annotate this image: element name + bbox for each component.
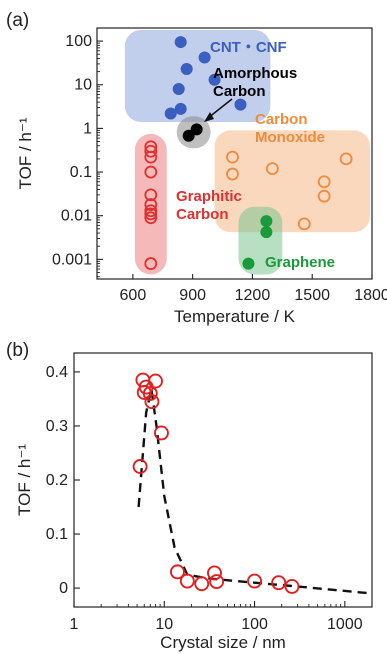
data-point	[339, 152, 353, 166]
data-point	[317, 175, 331, 189]
panel-b-points	[132, 372, 300, 594]
data-point	[234, 98, 247, 111]
data-point	[148, 373, 163, 389]
y-tick-label: 0.3	[46, 418, 68, 435]
panel-b-trend-line	[137, 388, 373, 595]
panel-a-frame	[96, 27, 373, 280]
y-tick-label: 0.1	[70, 164, 92, 181]
panel-b-y-axis-title: TOF / h⁻¹	[15, 444, 34, 516]
data-point	[260, 226, 273, 239]
panel-b-x-ticks: 1 10 100 1000	[70, 601, 373, 633]
panel-a-points	[144, 36, 353, 270]
panel-a-y-axis-title: TOF / h⁻¹	[16, 117, 35, 189]
region-cnt-cnf	[124, 29, 271, 123]
data-point	[242, 257, 255, 270]
x-tick-label: 900	[179, 287, 206, 304]
data-point	[174, 36, 187, 49]
y-tick-label: 0.1	[46, 526, 68, 543]
panel-b: (b) 1 10 100 1000 0 0.1 0.2 0.3 0.4 Crystal siz…	[6, 340, 373, 652]
data-point	[174, 102, 187, 115]
data-point	[180, 62, 193, 75]
x-tick-label: 1	[70, 616, 79, 633]
y-tick-label: 100	[65, 33, 92, 50]
data-point	[153, 425, 169, 441]
x-tick-label: 1000	[327, 616, 363, 633]
data-point	[297, 217, 311, 231]
y-tick-label: 10	[74, 77, 92, 94]
x-tick-label: 10	[155, 616, 173, 633]
data-point	[144, 150, 158, 164]
annotation-amorphous-carbon: Carbon	[213, 83, 266, 100]
annotation-graphene: Graphene	[265, 254, 335, 271]
annotation-carbon-monoxide: Monoxide	[255, 129, 325, 146]
y-tick-label: 0	[59, 580, 68, 597]
annotation-cnt-cnf: CNT・CNF	[210, 39, 287, 56]
panel-a-x-axis-title: Temperature / K	[174, 307, 296, 326]
panel-a-y-ticks: 100 10 1 0.1 0.01 0.001	[52, 33, 103, 278]
data-point	[144, 207, 158, 221]
panel-b-frame	[73, 352, 373, 608]
annotation-graphitic-carbon: Graphitic	[176, 188, 242, 205]
data-point	[226, 150, 239, 164]
annotation-amorphous-carbon: Amorphous	[213, 65, 297, 82]
data-point	[190, 123, 203, 136]
x-tick-label: 600	[120, 287, 147, 304]
panel-b-y-ticks: 0 0.1 0.2 0.3 0.4	[46, 364, 80, 597]
data-point	[179, 573, 195, 589]
y-tick-label: 0.01	[61, 208, 92, 225]
data-point	[144, 257, 158, 270]
data-point	[144, 188, 158, 202]
data-point	[317, 189, 331, 203]
data-point	[208, 73, 221, 86]
arrow-head-icon	[204, 112, 214, 122]
data-point	[170, 564, 185, 580]
data-point	[144, 165, 158, 179]
data-point	[226, 167, 239, 181]
panel-b-x-axis-title: Crystal size / nm	[160, 633, 286, 652]
data-point	[198, 51, 211, 64]
data-point	[284, 579, 300, 594]
annotation-graphitic-carbon: Carbon	[176, 206, 229, 223]
arrow-line	[207, 98, 233, 119]
annotation-carbon-monoxide: Carbon	[255, 111, 308, 128]
data-point	[209, 574, 225, 590]
panel-b-label: (b)	[6, 340, 29, 361]
region-graphitic-carbon	[134, 133, 167, 275]
x-tick-label: 1500	[294, 287, 330, 304]
x-tick-label: 1200	[235, 287, 271, 304]
trend-line	[137, 388, 373, 595]
data-point	[172, 82, 185, 95]
panel-a-annotations: CNT・CNFAmorphousCarbonCarbonMonoxideGrap…	[176, 39, 335, 271]
data-point	[194, 576, 210, 592]
panel-a-x-ticks: 600 900 1200 1500 1800	[120, 274, 387, 304]
data-point	[182, 129, 195, 142]
data-point	[144, 144, 158, 158]
y-tick-label: 0.4	[46, 364, 68, 381]
x-tick-label: 100	[241, 616, 268, 633]
y-tick-label: 0.001	[52, 251, 92, 268]
data-point	[144, 211, 158, 225]
data-point	[207, 565, 222, 581]
data-point	[260, 215, 273, 228]
data-point	[164, 107, 177, 120]
data-point	[144, 394, 160, 410]
data-point	[265, 162, 279, 175]
data-point	[142, 386, 158, 401]
data-point	[271, 575, 287, 591]
panel-a-label: (a)	[6, 10, 29, 31]
x-tick-label: 1800	[354, 287, 387, 304]
data-point	[144, 198, 158, 211]
data-point	[247, 573, 262, 589]
y-tick-label: 1	[83, 120, 92, 137]
panel-a-regions	[124, 29, 371, 275]
panel-a: (a) CNT・CNFAmorphousCarbonCarbonMonoxide…	[6, 10, 387, 326]
region-carbon-monoxide	[214, 130, 371, 233]
y-tick-label: 0.2	[46, 472, 68, 489]
data-point	[132, 459, 148, 474]
